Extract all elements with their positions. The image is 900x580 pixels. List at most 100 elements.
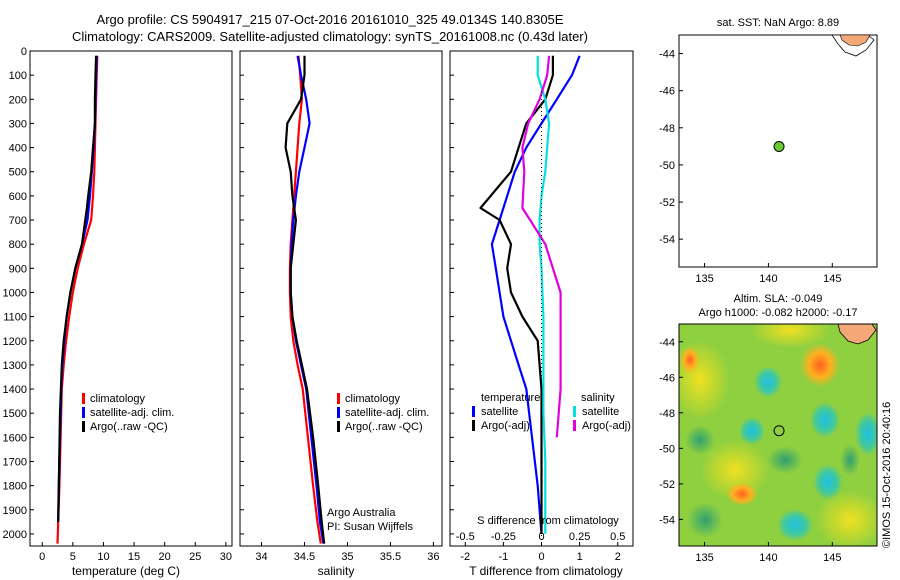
legend-swatch-temp-argo xyxy=(472,420,475,431)
x-tick-label: 0 xyxy=(538,551,544,563)
lon-tick-label: 135 xyxy=(695,552,713,564)
legend-label-salt-argo: Argo(-adj) xyxy=(582,420,631,432)
depth-tick-label: 200 xyxy=(9,94,27,106)
pi-label: PI: Susan Wijffels xyxy=(327,521,413,533)
x-tick-label: 30 xyxy=(220,551,232,563)
legend-label-climatology: climatology xyxy=(90,393,146,405)
depth-tick-label: 700 xyxy=(9,215,27,227)
depth-tick-label: 800 xyxy=(9,239,27,251)
salinity-plot: 34 34.5 35 35.5 36 xyxy=(255,55,440,563)
salinity-panel-frame xyxy=(239,50,443,547)
sst-map-axes: 135 140 145 -44 -46 -48 -50 -52 -54 xyxy=(659,49,841,285)
lat-tick-label: -46 xyxy=(659,372,675,384)
legend-swatch-salt-argo xyxy=(573,420,576,431)
lon-tick-label: 140 xyxy=(759,273,777,285)
temperature-legend: climatology satellite-adj. clim. Argo(..… xyxy=(82,393,174,433)
x-tick-label: 5 xyxy=(70,551,76,563)
series-line-satellite-adj-clim- xyxy=(289,55,325,544)
depth-tick-label: 1100 xyxy=(3,312,27,324)
legend-label-argo: Argo(..raw -QC) xyxy=(345,421,423,433)
depth-tick-label: 1400 xyxy=(3,384,27,396)
lon-tick-label: 145 xyxy=(823,552,841,564)
legend-label-satellite: satellite-adj. clim. xyxy=(90,407,174,419)
temperature-plot: 0 5 10 15 20 25 30 xyxy=(39,55,232,563)
difference-legend: temperature salinity satellite Argo(-adj… xyxy=(472,392,631,432)
x-tick-label: -2 xyxy=(460,551,470,563)
legend-swatch-satellite xyxy=(337,407,340,418)
x-tick-label: 1 xyxy=(577,551,583,563)
lat-tick-label: -54 xyxy=(659,234,675,246)
sla-map-title-line2: Argo h1000: -0.082 h2000: -0.17 xyxy=(698,307,857,319)
legend-swatch-argo xyxy=(82,421,85,432)
depth-axis: 0 100 200 300 400 500 600 700 800 900 1000 1100 1200… xyxy=(3,46,454,541)
lat-tick-label: -52 xyxy=(659,197,675,209)
temperature-panel-frame xyxy=(29,50,233,547)
x-tick-label: 35.5 xyxy=(380,551,401,563)
series-line-argo-raw-qc- xyxy=(284,55,326,544)
sla-heatmap xyxy=(679,324,877,546)
temperature-xlabel: temperature (deg C) xyxy=(72,564,180,578)
depth-tick-label: 0 xyxy=(21,46,27,58)
legend-label-satellite: satellite-adj. clim. xyxy=(345,407,429,419)
series-line-satellite-adj-clim- xyxy=(57,55,98,522)
depth-tick-label: 1300 xyxy=(3,360,27,372)
legend-swatch-salt-satellite xyxy=(573,406,576,417)
argo-float-marker xyxy=(773,425,785,437)
series-line-argo-adj- xyxy=(521,55,562,438)
salinity-diff-tick-label: 0 xyxy=(538,531,544,543)
lon-tick-label: 145 xyxy=(823,273,841,285)
legend-swatch-argo xyxy=(337,421,340,432)
legend-label-temp-argo: Argo(-adj) xyxy=(481,420,530,432)
series-line-argo-raw-qc- xyxy=(57,55,98,522)
lat-tick-label: -44 xyxy=(659,337,675,349)
salinity-diff-tick-label: 0.25 xyxy=(569,531,590,543)
figure-title-line2: Climatology: CARS2009. Satellite-adjuste… xyxy=(72,29,588,44)
salinity-diff-tick-label: 0.5 xyxy=(610,531,625,543)
x-tick-label: 25 xyxy=(189,551,201,563)
lat-tick-label: -54 xyxy=(659,514,675,526)
x-tick-label: 36 xyxy=(427,551,439,563)
institution-label: Argo Australia xyxy=(327,507,396,519)
depth-tick-label: 1800 xyxy=(3,481,27,493)
legend-label-argo: Argo(..raw -QC) xyxy=(90,421,168,433)
legend-swatch-satellite xyxy=(82,407,85,418)
series-line-satellite xyxy=(536,55,551,534)
depth-tick-label: 1900 xyxy=(3,505,27,517)
credit-label: ©IMOS 15-Oct-2016 20:40:16 xyxy=(881,402,893,548)
x-tick-label: 10 xyxy=(97,551,109,563)
depth-tick-label: 900 xyxy=(9,263,27,275)
lon-tick-label: 135 xyxy=(695,273,713,285)
sla-map-frame xyxy=(678,323,878,547)
sla-map-title-line1: Altim. SLA: -0.049 xyxy=(734,293,823,305)
depth-tick-label: 100 xyxy=(9,70,27,82)
depth-tick-label: 2000 xyxy=(3,529,27,541)
legend-swatch-temp-satellite xyxy=(472,406,475,417)
lat-tick-label: -48 xyxy=(659,123,675,135)
x-tick-label: 34 xyxy=(255,551,267,563)
depth-tick-label: 1200 xyxy=(3,336,27,348)
lat-tick-label: -46 xyxy=(659,86,675,98)
series-line-climatology xyxy=(56,55,99,544)
depth-tick-label: 1700 xyxy=(3,456,27,468)
difference-xlabel: T difference from climatology xyxy=(469,564,623,578)
depth-tick-label: 500 xyxy=(9,167,27,179)
figure-title-line1: Argo profile: CS 5904917_215 07-Oct-2016… xyxy=(96,12,564,27)
lat-tick-label: -50 xyxy=(659,160,675,172)
x-tick-label: 20 xyxy=(159,551,171,563)
salinity-diff-tick-label: -0.5 xyxy=(456,531,475,543)
legend-title-salinity: salinity xyxy=(581,392,615,404)
x-tick-label: 35 xyxy=(341,551,353,563)
legend-title-temperature: temperature xyxy=(481,392,540,404)
legend-swatch-climatology xyxy=(82,393,85,404)
depth-tick-label: 1000 xyxy=(3,287,27,299)
legend-swatch-climatology xyxy=(337,393,340,404)
depth-tick-label: 1600 xyxy=(3,432,27,444)
difference-top-label: S difference from climatology xyxy=(477,515,619,527)
argo-float-marker xyxy=(773,141,785,153)
lat-tick-label: -50 xyxy=(659,443,675,455)
x-tick-label: 34.5 xyxy=(294,551,315,563)
legend-label-salt-satellite: satellite xyxy=(582,406,619,418)
difference-plot: -2 -1 0 1 2 -0.5 -0.25 0 0.25 0.5 xyxy=(456,55,625,563)
x-tick-label: 0 xyxy=(39,551,45,563)
